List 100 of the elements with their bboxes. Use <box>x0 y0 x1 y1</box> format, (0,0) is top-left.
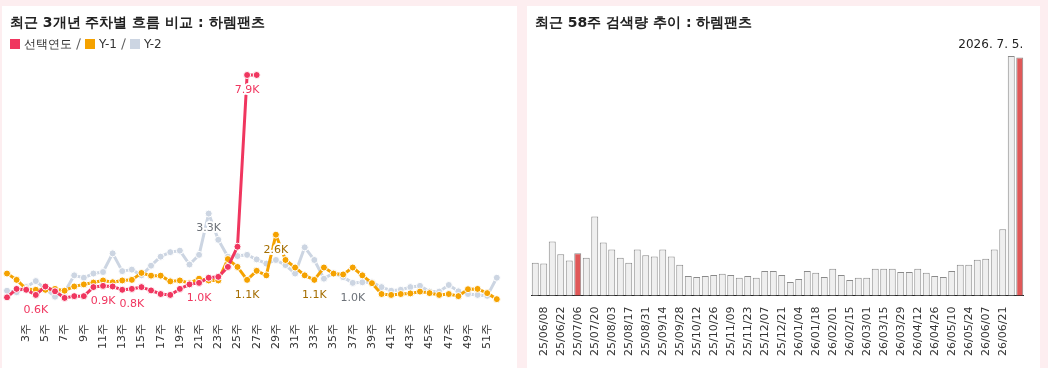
point <box>156 252 165 261</box>
point <box>79 273 88 282</box>
x-tick-label: 25/12/07 <box>757 306 771 356</box>
x-tick-label: 37주 <box>345 324 359 349</box>
point <box>348 278 357 287</box>
point <box>243 250 252 259</box>
data-label: 0.8K <box>119 296 145 310</box>
x-tick-label: 31주 <box>287 324 301 349</box>
point <box>156 271 165 280</box>
x-tick-label: 25/11/23 <box>740 306 754 356</box>
point <box>492 295 501 304</box>
x-tick-label: 26/03/15 <box>876 306 890 356</box>
point <box>473 284 482 293</box>
point <box>387 290 396 299</box>
x-tick-label: 9주 <box>76 324 90 342</box>
data-label: 1.0K <box>186 290 213 304</box>
point <box>175 284 184 293</box>
point <box>281 255 290 264</box>
point <box>166 248 175 257</box>
point <box>127 265 136 274</box>
point <box>348 263 357 272</box>
x-tick-label: 25/07/06 <box>570 306 584 356</box>
point <box>300 243 309 252</box>
x-tick-label: 25/10/26 <box>706 306 720 356</box>
point <box>300 271 309 280</box>
point <box>108 249 117 258</box>
point <box>70 271 79 280</box>
data-label: 0.6K <box>23 302 49 316</box>
point <box>233 242 242 251</box>
x-tick-label: 26/03/29 <box>893 306 907 356</box>
point <box>127 275 136 284</box>
point <box>492 273 501 282</box>
data-label: 1.1K <box>234 287 261 301</box>
x-tick-label: 3주 <box>19 324 33 342</box>
point <box>463 285 472 294</box>
text: 2026. 7. 5. <box>958 37 1024 52</box>
x-tick-label: 26/04/12 <box>910 306 924 356</box>
point <box>89 283 98 292</box>
point <box>175 246 184 255</box>
point <box>291 263 300 272</box>
point <box>358 278 367 287</box>
x-tick-label: 26/01/04 <box>791 306 805 356</box>
x-tick-label: 25/08/03 <box>604 306 618 356</box>
point <box>319 263 328 272</box>
point <box>454 292 463 301</box>
point <box>444 280 453 289</box>
point <box>31 290 40 299</box>
x-tick-label: 25/08/17 <box>621 306 635 356</box>
x-tick-label: 49주 <box>460 324 474 349</box>
point <box>147 261 156 270</box>
point <box>223 262 232 271</box>
x-tick-label: 51주 <box>480 324 494 349</box>
point <box>89 269 98 278</box>
x-tick-label: 26/06/07 <box>978 306 992 356</box>
x-tick-label: 25/07/20 <box>587 306 601 356</box>
x-tick-label: 5주 <box>38 324 52 342</box>
point <box>195 250 204 259</box>
x-tick-label: 15주 <box>134 324 148 349</box>
x-tick-label: 25/09/28 <box>672 306 686 356</box>
point <box>60 293 69 302</box>
x-tick-label: 35주 <box>326 324 340 349</box>
x-tick-label: 26/04/26 <box>927 306 941 356</box>
point <box>310 275 319 284</box>
point <box>79 280 88 289</box>
x-tick-label: 25/10/12 <box>689 306 703 356</box>
point <box>271 255 280 264</box>
x-tick-label: 29주 <box>268 324 282 349</box>
point <box>406 289 415 298</box>
x-tick-label: 26/01/18 <box>808 306 822 356</box>
point <box>319 274 328 283</box>
x-tick-label: 39주 <box>364 324 378 349</box>
data-label: 3.3K <box>196 221 222 235</box>
point <box>70 292 79 301</box>
point <box>166 290 175 299</box>
x-tick-label: 7주 <box>57 324 71 342</box>
point <box>415 287 424 296</box>
point <box>214 235 223 244</box>
x-tick-label: 26/02/01 <box>825 306 839 356</box>
x-tick-label: 25/06/22 <box>553 306 567 356</box>
x-tick-label: 26/05/24 <box>961 306 975 356</box>
chart-title: 최근 3개년 주차별 흐름 비교 : 하렘팬츠 <box>10 14 266 32</box>
point <box>147 271 156 280</box>
x-tick-label: 43주 <box>403 324 417 349</box>
point <box>175 276 184 285</box>
legend-label: 선택연도 <box>24 35 72 53</box>
x-tick-label: 19주 <box>172 324 186 349</box>
point <box>310 255 319 264</box>
point <box>118 276 127 285</box>
point <box>118 267 127 276</box>
x-tick-label: 41주 <box>384 324 398 349</box>
data-label: 1.0K <box>340 290 366 304</box>
x-tick-label: 13주 <box>115 324 129 349</box>
point <box>396 290 405 299</box>
x-tick-label: 25/12/21 <box>774 306 788 356</box>
point <box>70 282 79 291</box>
legend-label: Y-1 <box>99 37 117 51</box>
point <box>358 271 367 280</box>
point <box>243 275 252 284</box>
x-tick-label: 47주 <box>441 324 455 349</box>
x-tick-label: 33주 <box>307 324 321 349</box>
